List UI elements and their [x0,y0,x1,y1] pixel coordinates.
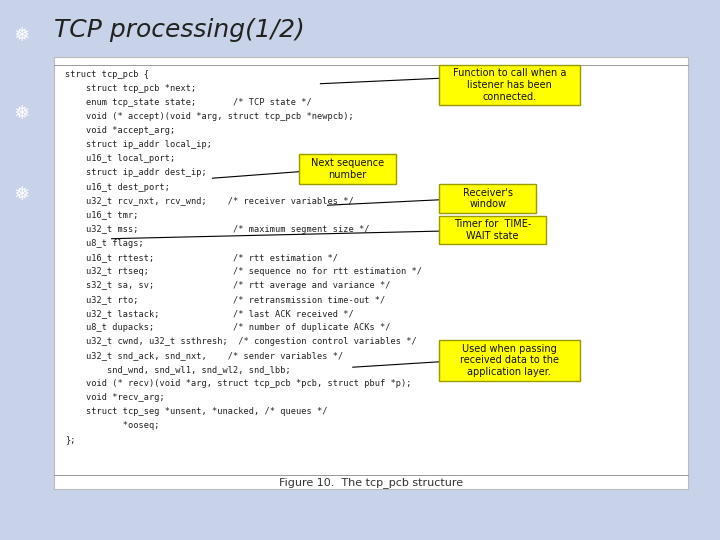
Text: s32_t sa, sv;               /* rtt average and variance */: s32_t sa, sv; /* rtt average and varianc… [65,281,390,290]
Text: u32_t cwnd, u32_t ssthresh;  /* congestion control variables */: u32_t cwnd, u32_t ssthresh; /* congestio… [65,337,417,346]
Text: u32_t rto;                  /* retransmission time-out */: u32_t rto; /* retransmission time-out */ [65,295,385,304]
Text: ❅: ❅ [14,25,30,45]
Text: Figure 10.  The tcp_pcb structure: Figure 10. The tcp_pcb structure [279,477,463,488]
Text: };: }; [65,435,76,444]
Text: *ooseq;: *ooseq; [65,421,159,430]
Bar [439,65,580,105]
Text: enum tcp_state state;       /* TCP state */: enum tcp_state state; /* TCP state */ [65,98,312,107]
Text: Function to call when a
listener has been
connected.: Function to call when a listener has bee… [453,69,566,102]
Text: snd_wnd, snd_wl1, snd_wl2, snd_lbb;: snd_wnd, snd_wl1, snd_wl2, snd_lbb; [65,365,291,374]
Text: ❅: ❅ [14,104,30,123]
Text: void (* accept)(void *arg, struct tcp_pcb *newpcb);: void (* accept)(void *arg, struct tcp_pc… [65,112,354,122]
Bar [299,154,396,184]
Text: TCP processing(1/2): TCP processing(1/2) [54,18,305,42]
Bar [54,57,688,489]
Bar [439,216,546,244]
Text: struct tcp_seg *unsent, *unacked, /* queues */: struct tcp_seg *unsent, *unacked, /* que… [65,407,328,416]
Text: struct tcp_pcb {: struct tcp_pcb { [65,70,149,79]
Text: void *recv_arg;: void *recv_arg; [65,393,165,402]
Text: u32_t rcv_nxt, rcv_wnd;    /* receiver variables */: u32_t rcv_nxt, rcv_wnd; /* receiver vari… [65,197,354,206]
Text: ❅: ❅ [14,185,30,204]
Text: u8_t dupacks;               /* number of duplicate ACKs */: u8_t dupacks; /* number of duplicate ACK… [65,323,390,332]
Text: u8_t flags;: u8_t flags; [65,239,143,248]
Text: u32_t lastack;              /* last ACK received */: u32_t lastack; /* last ACK received */ [65,309,354,318]
Text: u16_t rttest;               /* rtt estimation */: u16_t rttest; /* rtt estimation */ [65,253,338,262]
Text: Next sequence
number: Next sequence number [311,158,384,179]
Text: void *accept_arg;: void *accept_arg; [65,126,175,136]
Text: Timer for  TIME-
WAIT state: Timer for TIME- WAIT state [454,219,531,241]
Text: u32_t snd_ack, snd_nxt,    /* sender variables */: u32_t snd_ack, snd_nxt, /* sender variab… [65,351,343,360]
Text: u16_t dest_port;: u16_t dest_port; [65,183,170,192]
Text: u16_t local_port;: u16_t local_port; [65,154,175,164]
Text: u32_t rtseq;                /* sequence no for rtt estimation */: u32_t rtseq; /* sequence no for rtt esti… [65,267,422,276]
Text: struct tcp_pcb *next;: struct tcp_pcb *next; [65,84,196,93]
Text: struct ip_addr local_ip;: struct ip_addr local_ip; [65,140,212,150]
Text: Receiver's
window: Receiver's window [463,188,513,210]
Text: void (* recv)(void *arg, struct tcp_pcb *pcb, struct pbuf *p);: void (* recv)(void *arg, struct tcp_pcb … [65,379,411,388]
Text: struct ip_addr dest_ip;: struct ip_addr dest_ip; [65,168,207,178]
Text: Used when passing
received data to the
application layer.: Used when passing received data to the a… [460,344,559,377]
Text: u32_t mss;                  /* maximum segment size */: u32_t mss; /* maximum segment size */ [65,225,369,234]
Text: u16_t tmr;: u16_t tmr; [65,211,138,220]
Bar [439,184,536,213]
Bar [439,340,580,381]
